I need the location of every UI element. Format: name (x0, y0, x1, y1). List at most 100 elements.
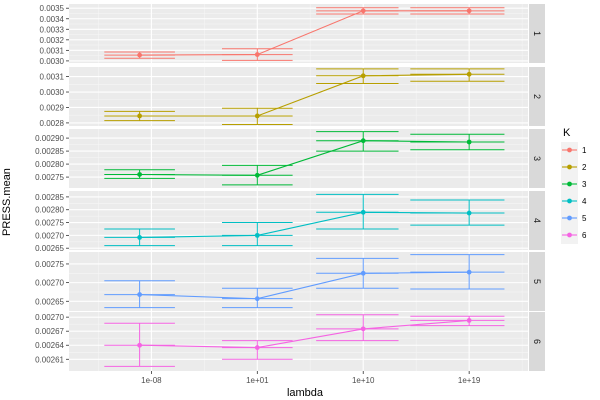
data-point (466, 318, 472, 323)
legend-key-point (567, 215, 572, 221)
error-bar (316, 314, 399, 342)
data-point (466, 71, 472, 77)
data-point (360, 8, 366, 14)
y-tick-label: 0.00275 (35, 260, 64, 269)
facet-strip (529, 191, 545, 250)
facet-panels: 0.00300.00310.00320.00330.00340.003510.0… (35, 4, 545, 371)
data-point (360, 326, 366, 332)
facet-panel-6: 0.00261 0.00264 0.00267 0.00270 6 (35, 312, 545, 371)
legend-label: 2 (582, 163, 587, 172)
series-line (139, 319, 470, 349)
y-tick-label: 0.00280 (35, 160, 64, 169)
data-point (254, 345, 260, 350)
facet-strip-label: 6 (532, 339, 542, 344)
data-point (360, 270, 366, 276)
y-tick-label: 0.0031 (40, 73, 65, 82)
facet-strip-label: 5 (532, 279, 542, 284)
panel-background (69, 191, 528, 250)
legend-key-point (567, 232, 572, 238)
y-tick-label: 0.0031 (40, 46, 65, 55)
y-tick-label: 0.0034 (40, 15, 65, 24)
series-line (139, 10, 470, 56)
data-point (137, 172, 143, 177)
y-tick-label: 0.0035 (40, 4, 65, 13)
y-axis-title: PRESS.mean (1, 168, 13, 236)
facet-strip (529, 67, 545, 126)
data-point (360, 209, 366, 215)
data-point (137, 342, 143, 348)
data-point (254, 296, 260, 302)
data-point (360, 73, 366, 79)
facet-panel-4: 0.00265 0.00270 0.00275 0.00280 0.00285 4 (35, 191, 545, 253)
y-tick-label: 0.0033 (40, 25, 65, 34)
y-tick-label: 0.0030 (40, 57, 65, 66)
legend-label: 1 (582, 146, 587, 155)
facet-strip (529, 312, 545, 371)
y-tick-label: 0.00270 (35, 231, 64, 240)
data-point (360, 138, 366, 144)
y-tick-label: 0.00270 (35, 313, 64, 322)
data-point (137, 235, 143, 240)
legend-key-point (567, 198, 572, 204)
facet-strip (529, 129, 545, 188)
x-tick-label: 1e-08 (141, 376, 162, 385)
facet-strip (529, 4, 545, 63)
facet-strip-label: 1 (532, 31, 542, 36)
data-point (137, 292, 143, 297)
data-point (466, 8, 472, 14)
y-tick-label: 0.00275 (35, 219, 64, 228)
facet-strip-label: 4 (532, 218, 542, 223)
data-point (137, 113, 143, 119)
y-tick-label: 0.0028 (40, 119, 65, 128)
facet-strip-label: 2 (532, 94, 542, 99)
facet-strip-label: 3 (532, 156, 542, 161)
x-axis-title: lambda (287, 387, 324, 399)
data-point (254, 172, 260, 178)
legend-key-point (567, 164, 572, 170)
x-tick-label: 1e+19 (458, 376, 481, 385)
series-line (139, 271, 470, 300)
legend-title: K (563, 127, 571, 139)
legend-label: 4 (582, 197, 587, 206)
y-tick-label: 0.00280 (35, 206, 64, 215)
y-tick-label: 0.00265 (35, 297, 64, 306)
series-line (139, 211, 470, 238)
y-tick-label: 0.00290 (35, 134, 64, 143)
legend-key-point (567, 147, 572, 153)
y-tick-label: 0.00264 (35, 341, 64, 350)
y-tick-label: 0.0032 (40, 36, 65, 45)
y-tick-label: 0.0030 (40, 88, 65, 97)
data-point (466, 269, 472, 275)
y-tick-label: 0.00261 (35, 355, 64, 364)
y-tick-label: 0.00267 (35, 327, 64, 336)
legend-label: 5 (582, 214, 587, 223)
data-point (254, 113, 260, 119)
y-tick-label: 0.00285 (35, 193, 64, 202)
facet-panel-2: 0.0028 0.0029 0.0030 0.0031 2 (40, 67, 545, 128)
series-line (139, 140, 470, 176)
y-tick-label: 0.00265 (35, 244, 64, 253)
x-tick-label: 1e+10 (352, 376, 375, 385)
panel-background (69, 252, 528, 311)
y-tick-label: 0.00270 (35, 279, 64, 288)
legend-label: 3 (582, 180, 587, 189)
legend-key-point (567, 181, 572, 187)
y-tick-label: 0.00275 (35, 173, 64, 182)
y-tick-label: 0.00285 (35, 147, 64, 156)
facet-strip (529, 252, 545, 311)
y-tick-label: 0.0029 (40, 103, 65, 112)
data-point (137, 52, 143, 58)
x-axis: 1e-08 1e+01 1e+10 1e+19 (141, 371, 481, 385)
facet-panel-3: 0.00275 0.00280 0.00285 0.00290 3 (35, 129, 545, 188)
data-point (254, 232, 260, 238)
series-line (139, 73, 470, 117)
data-point (466, 139, 472, 145)
legend: K 1 2 3 4 5 6 (561, 127, 587, 244)
legend-label: 6 (582, 231, 587, 240)
x-tick-label: 1e+01 (246, 376, 269, 385)
data-point (466, 210, 472, 216)
facet-panel-5: 0.00265 0.00270 0.00275 5 (35, 252, 545, 311)
data-point (254, 52, 260, 57)
